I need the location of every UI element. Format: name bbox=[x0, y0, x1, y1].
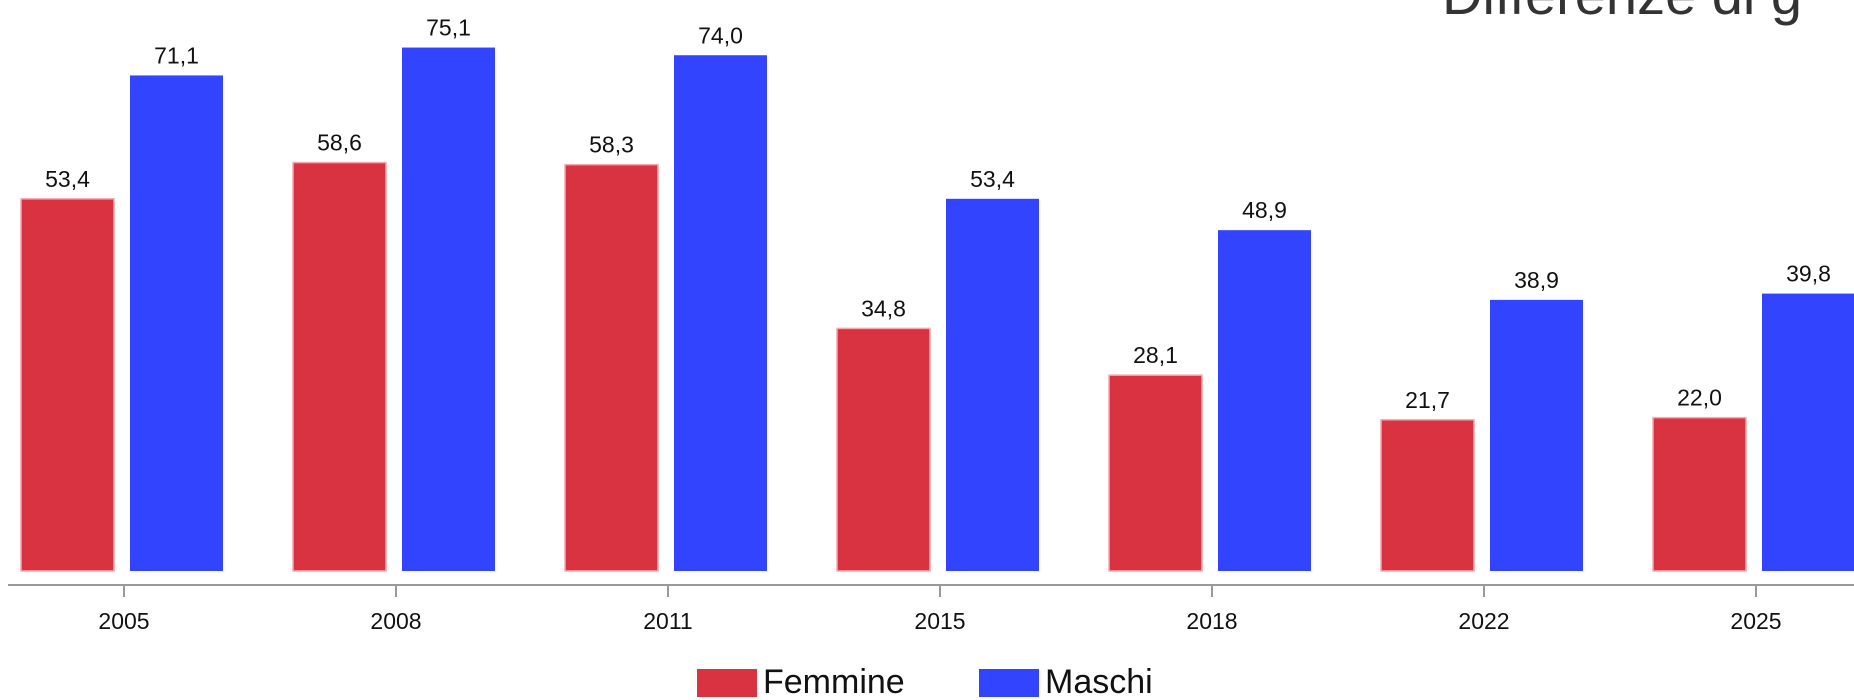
bar bbox=[1490, 299, 1583, 571]
x-tick-label: 2008 bbox=[370, 608, 421, 634]
bar bbox=[564, 163, 659, 572]
value-label: 53,4 bbox=[45, 166, 90, 192]
legend-label: Maschi bbox=[1045, 663, 1153, 700]
value-label: 74,0 bbox=[698, 22, 743, 48]
bar bbox=[1108, 374, 1203, 572]
value-label: 71,1 bbox=[154, 43, 199, 69]
x-tick-label: 2015 bbox=[914, 608, 965, 634]
bar bbox=[1652, 416, 1747, 572]
bar bbox=[1380, 419, 1475, 572]
value-label: 75,1 bbox=[426, 15, 471, 41]
x-tick-label: 2025 bbox=[1730, 608, 1781, 634]
x-tick-label: 2022 bbox=[1458, 608, 1509, 634]
x-tick-label: 2011 bbox=[643, 608, 692, 634]
value-label: 39,8 bbox=[1786, 261, 1831, 287]
value-label: 58,3 bbox=[589, 132, 634, 158]
bar bbox=[20, 198, 115, 572]
bar bbox=[836, 327, 931, 572]
value-label: 38,9 bbox=[1514, 267, 1559, 293]
bar bbox=[946, 198, 1039, 571]
value-label: 48,9 bbox=[1242, 197, 1287, 223]
x-tick-label: 2018 bbox=[1186, 608, 1237, 634]
legend-label: Femmine bbox=[763, 663, 905, 700]
legend-swatch bbox=[979, 669, 1039, 697]
bar bbox=[130, 75, 223, 572]
bar bbox=[1218, 230, 1311, 572]
legend-swatch bbox=[697, 669, 757, 697]
bar bbox=[402, 47, 495, 572]
chart-title: Differenze di g bbox=[1442, 0, 1802, 26]
bar bbox=[1762, 293, 1854, 571]
value-label: 21,7 bbox=[1405, 387, 1450, 413]
bar bbox=[674, 55, 767, 572]
value-label: 53,4 bbox=[970, 166, 1015, 192]
value-label: 28,1 bbox=[1133, 342, 1178, 368]
bar bbox=[292, 161, 387, 572]
value-label: 22,0 bbox=[1677, 385, 1722, 411]
value-label: 58,6 bbox=[317, 130, 362, 156]
value-label: 34,8 bbox=[861, 296, 906, 322]
x-tick-label: 2005 bbox=[98, 608, 149, 634]
